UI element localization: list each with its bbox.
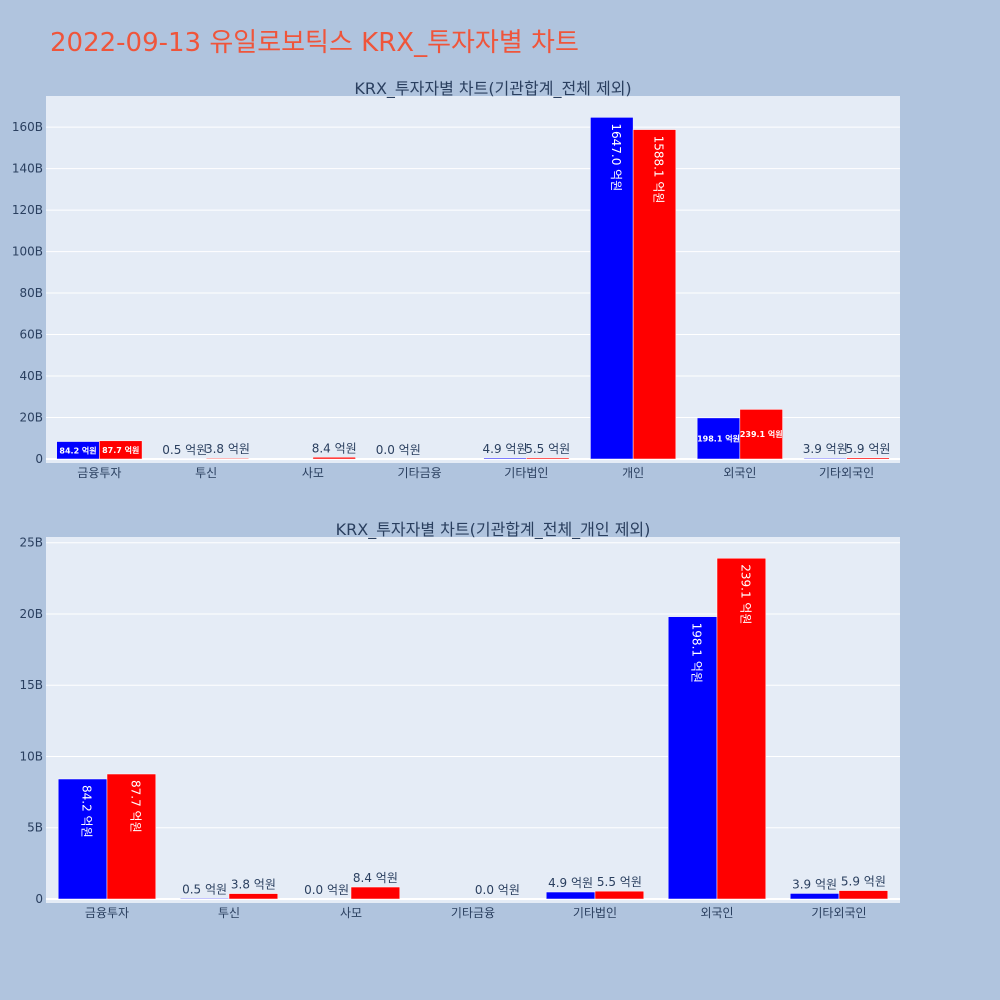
y-tick-label: 100B [12, 245, 43, 259]
y-tick-label: 20B [19, 411, 43, 425]
y-tick-label: 80B [19, 286, 43, 300]
bar-buy [179, 898, 230, 900]
y-tick-label: 160B [12, 120, 43, 134]
page-title: 2022-09-13 유일로보틱스 KRX_투자자별 차트 [50, 28, 579, 58]
bar-buy [789, 893, 840, 900]
data-label: 1588.1 억원 [651, 136, 665, 204]
data-label: 239.1 억원 [738, 564, 752, 624]
data-label: 0.5 억원 [182, 882, 227, 896]
plot-area [46, 96, 900, 463]
bar-sell [99, 440, 143, 460]
y-tick-label: 10B [19, 749, 43, 763]
x-tick-label: 사모 [302, 466, 324, 480]
y-tick-label: 0 [35, 452, 43, 466]
data-label: 5.9 억원 [845, 442, 890, 456]
y-tick-label: 40B [19, 369, 43, 383]
y-tick-label: 25B [19, 536, 43, 550]
data-label: 0.0 억원 [475, 883, 520, 897]
x-tick-label: 투신 [218, 906, 240, 920]
data-label: 87.7 억원 [128, 780, 142, 833]
bar-sell [312, 457, 356, 460]
bar-sell [594, 890, 645, 900]
bar-sell [846, 457, 890, 460]
data-label: 3.8 억원 [205, 442, 250, 456]
x-tick-label: 기타외국인 [819, 466, 874, 480]
data-label: 5.9 억원 [841, 875, 886, 889]
chart-2: 0 5B 10B 15B 20B 25B KRX_투자자별 차트(기관합계_전체_개인 제외… [19, 520, 900, 920]
x-tick-label: 기타금융 [451, 906, 495, 920]
x-tick-label: 기타법인 [504, 466, 548, 480]
data-label: 3.8 억원 [231, 878, 276, 892]
data-label: 5.5 억원 [597, 875, 642, 889]
y-tick-label: 60B [19, 328, 43, 342]
y-tick-label: 140B [12, 162, 43, 176]
data-label: 198.1 억원 [697, 433, 740, 443]
bar-sell [350, 886, 401, 900]
y-tick-label: 15B [19, 678, 43, 692]
bar-sell [526, 457, 570, 460]
data-label: 84.2 억원 [80, 785, 94, 838]
bar-sell [632, 129, 677, 460]
data-label: 0.0 억원 [376, 443, 421, 457]
chart-1: 0 20B 40B 60B 80B 100B 120B 140B 160B KRX_투자자별 차트… [12, 79, 900, 480]
data-label: 1647.0 억원 [609, 123, 623, 191]
data-label: 8.4 억원 [353, 871, 398, 885]
chart-title: KRX_투자자별 차트(기관합계_전체_개인 제외) [336, 520, 651, 540]
data-label: 4.9 억원 [548, 876, 593, 890]
bar-sell [205, 457, 250, 460]
x-tick-label: 기타외국인 [811, 906, 866, 920]
data-label: 87.7 억원 [102, 445, 139, 455]
bar-buy [590, 117, 634, 460]
data-label: 198.1 억원 [690, 623, 704, 683]
x-tick-label: 기타금융 [398, 466, 442, 480]
bar-sell [716, 557, 767, 900]
x-tick-label: 사모 [340, 906, 362, 920]
bar-sell [838, 890, 889, 900]
data-label: 8.4 억원 [312, 441, 357, 455]
y-tick-label: 5B [27, 821, 43, 835]
data-label: 4.9 억원 [483, 442, 528, 456]
bar-sell [739, 409, 783, 460]
x-tick-label: 외국인 [723, 466, 756, 480]
y-tick-label: 120B [12, 203, 43, 217]
y-tick-label: 20B [19, 607, 43, 621]
x-tick-label: 외국인 [700, 906, 733, 920]
data-label: 239.1 억원 [740, 429, 783, 439]
bar-buy [803, 457, 847, 460]
data-label: 3.9 억원 [803, 442, 848, 456]
bar-sell [228, 893, 279, 900]
x-tick-label: 금융투자 [77, 466, 121, 480]
chart-title: KRX_투자자별 차트(기관합계_전체 제외) [354, 79, 631, 99]
data-label: 0.5 억원 [162, 443, 207, 457]
x-tick-label: 투신 [195, 466, 217, 480]
bar-buy [667, 616, 718, 900]
data-label: 84.2 억원 [59, 445, 96, 455]
bar-sell [106, 773, 157, 900]
x-tick-label: 개인 [622, 466, 644, 480]
data-label: 5.5 억원 [525, 442, 570, 456]
plot-area [46, 537, 900, 903]
x-tick-label: 금융투자 [85, 906, 129, 920]
y-tick-label: 0 [35, 892, 43, 906]
bar-buy [696, 417, 741, 460]
x-tick-label: 기타법인 [573, 906, 617, 920]
bar-buy [483, 457, 527, 460]
data-label: 3.9 억원 [792, 877, 837, 891]
bar-buy [545, 891, 596, 900]
data-label: 0.0 억원 [304, 883, 349, 897]
